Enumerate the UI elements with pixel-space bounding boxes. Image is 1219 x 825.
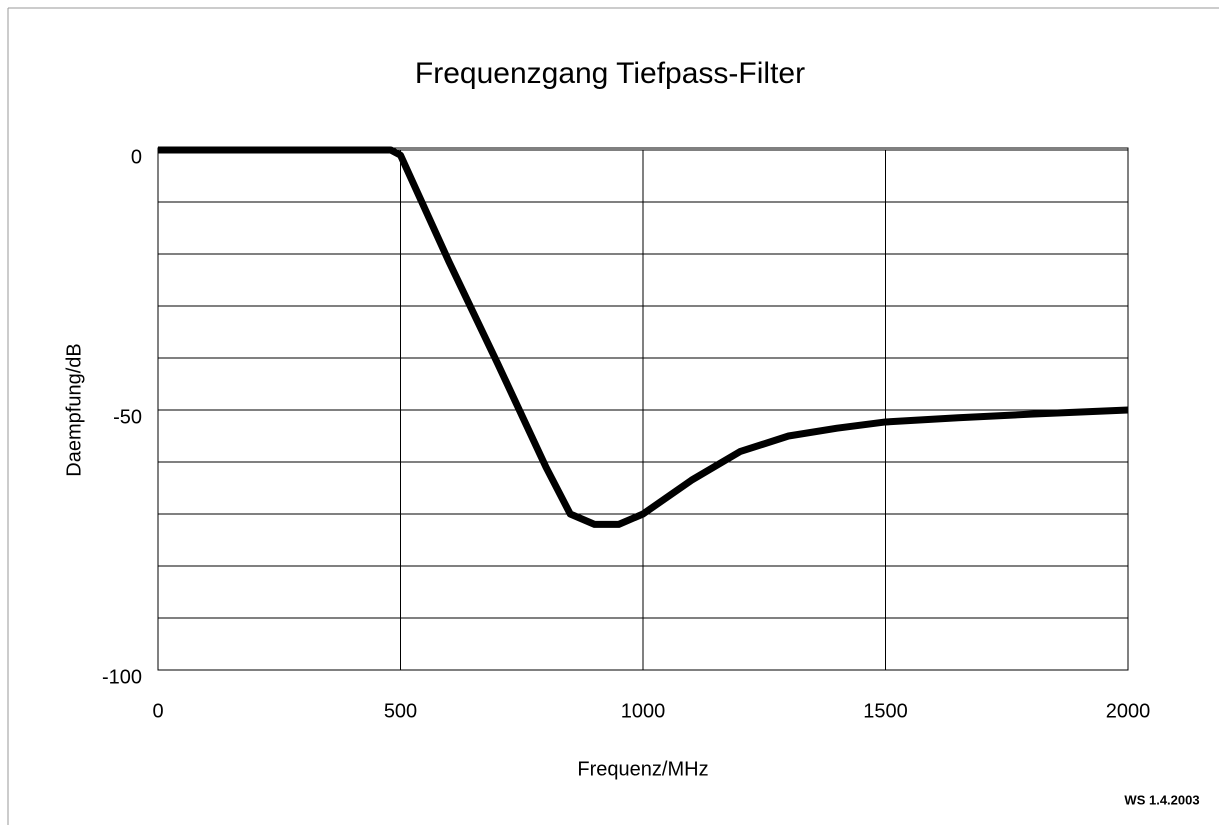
- y-axis-label: Daempfung/dB: [63, 343, 85, 476]
- x-tick-label: 2000: [1106, 700, 1151, 722]
- x-axis-label: Frequenz/MHz: [577, 758, 708, 780]
- y-tick-label: 0: [131, 146, 142, 168]
- x-tick-label: 1000: [621, 700, 666, 722]
- chart-title: Frequenzgang Tiefpass-Filter: [415, 57, 805, 90]
- x-tick-label: 1500: [863, 700, 908, 722]
- x-tick-label: 500: [384, 700, 417, 722]
- y-tick-label: -100: [102, 666, 142, 688]
- footer: WS 1.4.2003: [1124, 792, 1199, 807]
- y-tick-label: -50: [113, 406, 142, 428]
- x-tick-label: 0: [152, 700, 163, 722]
- data-line: [158, 146, 1129, 528]
